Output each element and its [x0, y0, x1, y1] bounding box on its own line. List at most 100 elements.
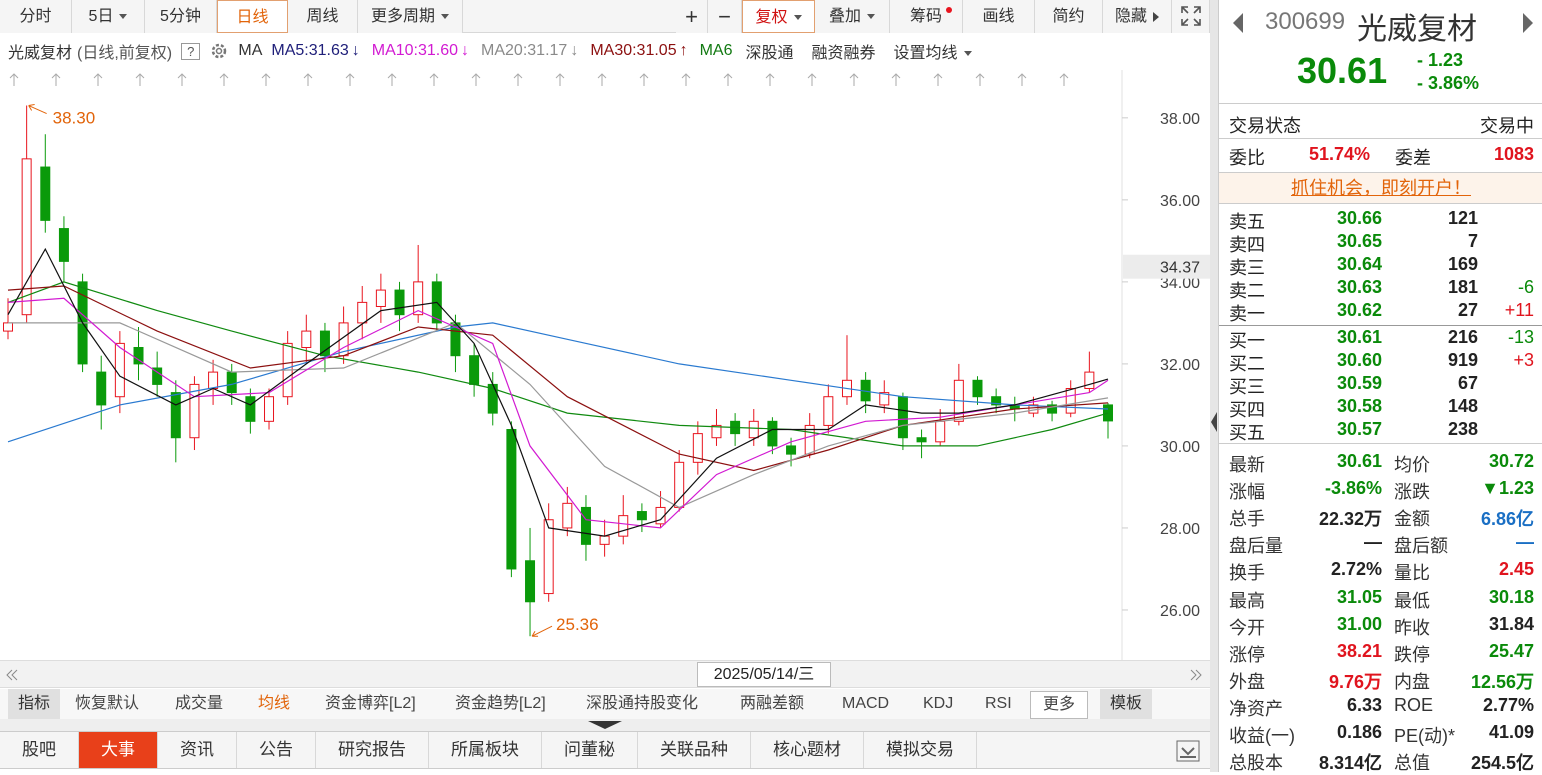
event-icon[interactable] — [177, 73, 187, 86]
settings-icon[interactable] — [209, 41, 229, 61]
event-icon[interactable] — [219, 73, 229, 86]
event-icon[interactable] — [429, 73, 439, 86]
tool-tab[interactable]: 叠加 — [815, 0, 890, 33]
event-icon[interactable] — [9, 73, 19, 86]
book-label: 卖三 — [1229, 258, 1265, 278]
period-tab[interactable]: 5日 — [72, 0, 145, 33]
tool-tab[interactable]: 简约 — [1035, 0, 1103, 33]
event-icon[interactable] — [93, 73, 103, 86]
splitter[interactable] — [1210, 0, 1218, 772]
next-stock[interactable] — [1521, 12, 1535, 34]
ratio-label: 委比 — [1229, 148, 1265, 168]
tool-tab[interactable]: − — [708, 0, 742, 33]
indicator-tab[interactable]: 两融差额 — [740, 695, 805, 712]
tool-tab[interactable]: 隐藏 — [1103, 0, 1172, 33]
tool-tab[interactable]: 复权 — [742, 0, 815, 33]
bottom-tab[interactable]: 核心题材 — [751, 732, 864, 768]
book-volume: 121 — [1447, 208, 1478, 228]
event-icon[interactable] — [135, 73, 145, 86]
event-icon[interactable] — [975, 73, 985, 86]
indicator-tab[interactable]: 深股通持股变化 — [586, 695, 699, 712]
stat-value: 41.09 — [1488, 722, 1534, 742]
indicator-tab[interactable]: 资金博弈[L2] — [325, 695, 416, 712]
tool-tab[interactable]: 画线 — [963, 0, 1035, 33]
event-icon[interactable] — [303, 73, 313, 86]
bottom-tab[interactable]: 大事 — [79, 732, 158, 768]
tool-tab[interactable]: 筹码 — [890, 0, 963, 33]
indicator-tab[interactable]: 模板 — [1100, 689, 1153, 719]
event-icon[interactable] — [51, 73, 61, 86]
scroll-right[interactable] — [1188, 667, 1204, 683]
bottom-tab[interactable]: 公告 — [237, 732, 316, 768]
tool-tab[interactable]: + — [676, 0, 708, 33]
ma-arrow: ↓ — [351, 42, 360, 59]
bottom-tab[interactable]: 问董秘 — [542, 732, 638, 768]
y-tick-label: 32.00 — [1160, 357, 1200, 374]
ma-arrow: ↓ — [461, 42, 470, 59]
stat-value: — — [1516, 532, 1534, 553]
stat-label: 金额 — [1394, 509, 1430, 530]
candle-body — [1084, 371, 1095, 390]
bottom-tab[interactable]: 资讯 — [158, 732, 237, 768]
indicator-tab[interactable]: 资金趋势[L2] — [455, 695, 546, 712]
open-account-banner[interactable]: 抓住机会，即刻开户！ — [1219, 172, 1542, 204]
bottom-tab[interactable]: 所属板块 — [429, 732, 542, 768]
bottom-tab[interactable]: 关联品种 — [638, 732, 751, 768]
fullscreen-button[interactable] — [1172, 0, 1210, 33]
legend-link[interactable]: 深股通 — [745, 45, 794, 62]
candle-body — [972, 379, 983, 398]
period-tab[interactable]: 5分钟 — [145, 0, 217, 33]
event-icon[interactable] — [891, 73, 901, 86]
bottom-tab[interactable]: 研究报告 — [316, 732, 429, 768]
prev-stock[interactable] — [1231, 12, 1245, 34]
candle-body — [1065, 388, 1076, 414]
y-tick-label: 26.00 — [1160, 603, 1200, 620]
event-icon[interactable] — [513, 73, 523, 86]
event-icon[interactable] — [849, 73, 859, 86]
stat-label: 涨停 — [1229, 644, 1265, 665]
indicator-tab[interactable]: MACD — [842, 695, 890, 712]
indicator-tab[interactable]: 均线 — [258, 695, 291, 712]
price-change-pct: - 3.86% — [1417, 73, 1480, 93]
collapse-handle[interactable] — [588, 719, 622, 729]
candle-body — [823, 396, 834, 426]
indicator-tab[interactable]: RSI — [985, 695, 1012, 712]
book-price: 30.57 — [1336, 419, 1382, 439]
event-icon[interactable] — [1059, 73, 1069, 86]
period-tab[interactable]: 更多周期 — [358, 0, 463, 33]
event-icon[interactable] — [387, 73, 397, 86]
indicator-tab[interactable]: 指标 — [8, 689, 61, 719]
status: 交易中 — [1480, 116, 1534, 136]
book-price: 30.62 — [1336, 300, 1382, 320]
bottom-tab[interactable]: 模拟交易 — [864, 732, 977, 768]
legend-link[interactable]: 融资融券 — [811, 45, 876, 62]
event-icon[interactable] — [723, 73, 733, 86]
indicator-tab[interactable]: 恢复默认 — [75, 695, 140, 712]
event-icon[interactable] — [765, 73, 775, 86]
indicator-tab[interactable]: 成交量 — [175, 695, 224, 712]
help-button[interactable]: ? — [181, 42, 201, 60]
scroll-left[interactable] — [4, 667, 20, 683]
candle-body — [916, 437, 927, 443]
indicator-tab[interactable]: KDJ — [923, 695, 954, 712]
event-icon[interactable] — [933, 73, 943, 86]
event-icon[interactable] — [681, 73, 691, 86]
event-icon[interactable] — [807, 73, 817, 86]
book-divider — [1219, 325, 1542, 326]
event-icon[interactable] — [555, 73, 565, 86]
indicator-tab[interactable]: 更多 — [1030, 691, 1089, 719]
bottom-tab[interactable]: 股吧 — [0, 732, 79, 768]
legend-link[interactable]: 设置均线 — [894, 39, 972, 63]
event-icon[interactable] — [639, 73, 649, 86]
candle-body — [879, 392, 890, 406]
event-icon[interactable] — [597, 73, 607, 86]
download-icon[interactable] — [1176, 740, 1200, 762]
book-delta: -6 — [1517, 277, 1534, 297]
event-icon[interactable] — [345, 73, 355, 86]
event-icon[interactable] — [1017, 73, 1027, 86]
event-icon[interactable] — [261, 73, 271, 86]
period-tab[interactable]: 分时 — [0, 0, 72, 33]
event-icon[interactable] — [471, 73, 481, 86]
period-tab[interactable]: 日线 — [217, 0, 288, 33]
period-tab[interactable]: 周线 — [288, 0, 358, 33]
